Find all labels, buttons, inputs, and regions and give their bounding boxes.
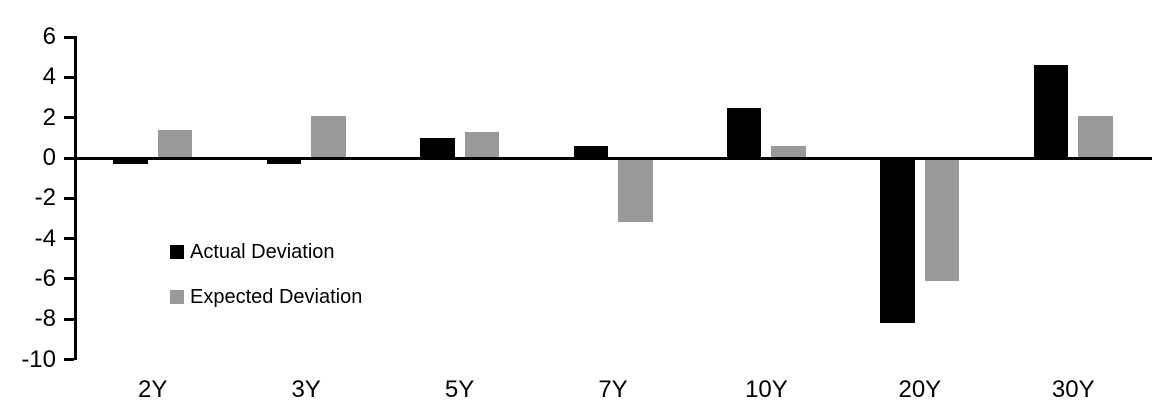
bar-actual-deviation-2Y [113,158,148,165]
x-category-label-7Y: 7Y [598,376,628,403]
y-tick-mark [64,358,74,361]
x-category-label-30Y: 30Y [1051,376,1095,403]
bar-expected-deviation-10Y [771,145,806,158]
bar-expected-deviation-7Y [618,158,653,223]
legend-swatch-icon [170,245,184,259]
y-tick-label: 6 [42,23,56,51]
bar-actual-deviation-5Y [420,137,455,158]
x-category-label-3Y: 3Y [291,376,321,403]
bar-actual-deviation-3Y [266,158,302,165]
y-tick-mark [64,237,74,241]
y-tick-mark [64,156,74,160]
bar-actual-deviation-10Y [726,107,762,158]
y-tick-mark [64,196,74,200]
y-tick-label: -4 [34,224,56,252]
y-tick-mark [64,35,74,39]
legend-item-actual-deviation: Actual Deviation [170,238,335,266]
y-tick-label: -2 [34,184,56,212]
legend-label: Expected Deviation [190,286,363,308]
bar-expected-deviation-30Y [1078,115,1113,158]
y-tick-label: 2 [42,103,56,131]
y-tick-mark [64,116,74,120]
bar-expected-deviation-3Y [311,115,346,158]
y-tick-mark [64,277,74,281]
y-tick-mark [64,317,74,321]
y-tick-label: -6 [34,264,56,292]
bar-expected-deviation-20Y [924,158,960,281]
y-tick-label: -8 [34,305,56,333]
legend-item-expected-deviation: Expected Deviation [170,283,362,311]
x-axis-zero-line [74,156,1152,160]
x-category-label-20Y: 20Y [898,376,942,403]
y-tick-mark [64,75,74,79]
x-category-label-5Y: 5Y [444,376,475,403]
x-category-label-10Y: 10Y [745,376,788,403]
legend-label: Actual Deviation [190,241,335,263]
bar-actual-deviation-7Y [573,145,608,158]
x-category-label-2Y: 2Y [138,376,168,403]
y-tick-label: 0 [42,144,56,171]
bar-actual-deviation-30Y [1033,65,1069,158]
y-tick-label: 4 [42,63,56,91]
y-tick-label: -10 [21,345,56,373]
y-axis-line [74,36,77,361]
bar-actual-deviation-20Y [880,158,915,324]
bar-expected-deviation-5Y [464,131,500,158]
legend-swatch-icon [170,290,184,304]
bar-expected-deviation-2Y [157,129,193,158]
